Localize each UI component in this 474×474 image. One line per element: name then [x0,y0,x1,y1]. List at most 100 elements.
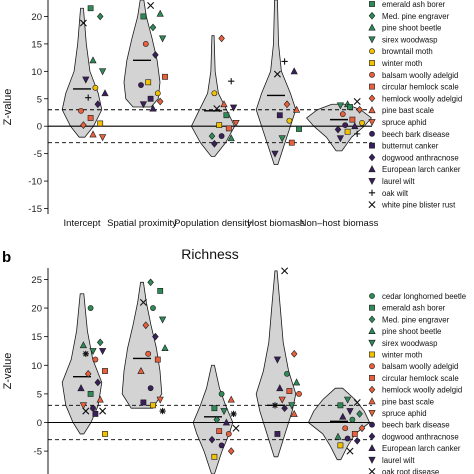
data-point-pine-bast-scale [227,395,235,403]
data-point-white-pine-blister-rust [281,267,289,275]
data-point-cedar-longhorned-beetle [349,416,356,423]
legend-marker-balsam-woolly-adelgid [369,71,375,78]
x-category-label-intercept: Intercept [64,218,101,229]
data-point-cedar-longhorned-beetle [150,305,156,311]
violin-non-host-biomass [307,387,371,461]
data-point-med-pine-engraver [96,338,104,347]
panel-b-richness: Richness -5 0 5 10 15 20 25 Z-value cedar longhor… [2,246,466,474]
data-point-oak-wilt [354,130,361,138]
legend-marker-dogwood-anthracnose [368,432,376,441]
legend-label-balsam-woolly-adelgid: balsam woolly adelgid [382,362,458,371]
violin-host-biomass [255,0,297,166]
data-point-laurel-wilt [139,101,148,109]
data-point-pine-bast-scale [89,130,97,138]
data-point-european-larch-canker [101,89,109,97]
data-point-oak-root-disease [99,407,107,415]
data-point-med-pine-engraver [96,12,104,21]
data-point-oak-root-disease [232,424,240,432]
data-point-dogwood-anthracnose [94,100,102,109]
data-point-winter-moth [97,120,104,127]
data-point-pine-bast-scale [96,395,104,403]
data-point-white-pine-blister-rust [79,19,87,27]
data-point-butternut-canker [140,399,147,406]
data-point-sirex-woodwasp [158,35,167,43]
legend-marker-laurel-wilt [368,456,376,464]
data-point-european-larch-canker [290,67,298,75]
data-point-oak-root-disease [353,398,361,406]
data-point-winter-moth [102,431,108,437]
legend-marker-beech-bark-disease [369,130,375,137]
data-point-balsam-woolly-adelgid [225,431,232,437]
data-point-sudden-oak-death [82,350,89,357]
y-tick-label: 15 [31,332,42,343]
data-point-balsam-woolly-adelgid [92,356,99,363]
data-point-european-larch-canker [351,122,359,130]
data-point-winter-moth [337,442,344,449]
data-point-balsam-woolly-adelgid [342,425,349,432]
violin-host-biomass [255,270,297,458]
data-point-hemlock-woolly-adelgid [218,34,225,43]
x-category-label-non-host-biomass: Non–host biomass [300,218,379,229]
data-point-pine-shoot-beetle [89,56,97,64]
legend-label-circular-hemlock-scale: circular hemlock scale [382,83,459,92]
data-point-dogwood-anthracnose [281,404,288,413]
data-point-pine-bast-scale [290,409,298,417]
legend-label-emerald-ash-borer: emerald ash borer [382,0,446,9]
data-point-spruce-aphid [79,402,88,410]
data-point-dogwood-anthracnose [208,435,216,444]
data-point-butternut-canker [147,95,154,102]
data-point-hemlock-woolly-adelgid [356,105,363,114]
legend-marker-winter-moth [369,60,375,66]
data-point-white-pine-blister-rust [353,98,361,106]
data-point-hemlock-woolly-adelgid [227,447,235,455]
data-point-dogwood-anthracnose [94,378,102,387]
legend-label-spruce-aphid: spruce aphid [382,118,427,127]
data-point-pine-shoot-beetle [156,9,164,17]
data-point-butternut-canker [276,112,283,119]
data-point-pine-shoot-beetle [79,341,88,349]
data-point-pine-bast-scale [137,366,145,374]
data-point-circular-hemlock-scale [286,388,293,394]
legend-marker-pine-bast-scale [368,397,376,405]
data-point-circular-hemlock-scale [288,139,295,146]
data-point-hemlock-woolly-adelgid [290,349,298,358]
data-point-med-pine-engraver [208,132,216,140]
legend-marker-butternut-canker [369,142,375,149]
legend-marker-pine-shoot-beetle [368,327,376,335]
data-point-emerald-ash-borer [87,5,94,12]
legend-label-butternut-canker: butternut canker [382,142,439,151]
data-point-sudden-oak-death [230,410,237,418]
data-point-emerald-ash-borer [347,104,353,110]
data-point-balsam-woolly-adelgid [339,111,346,118]
x-category-label-spatial-proximity: Spatial proximity [107,218,177,229]
data-point-browntail-moth [154,90,161,97]
legend-label-laurel-wilt: laurel wilt [382,177,415,186]
data-point-spruce-aphid [156,396,164,404]
data-point-winter-moth [150,402,156,409]
data-point-winter-moth [216,122,223,129]
legend-marker-laurel-wilt [368,178,376,186]
legend-label-oak-wilt: oak wilt [382,189,409,198]
data-point-laurel-wilt [229,104,238,112]
data-point-spruce-aphid [98,134,107,142]
legend-label-med-pine-engraver: Med. pine engraver [382,12,450,21]
data-point-med-pine-engraver [356,410,363,418]
data-point-beech-bark-disease [138,82,144,88]
legend-marker-beech-bark-disease [369,421,375,428]
data-point-circular-hemlock-scale [87,115,94,121]
y-tick-label: 5 [37,389,42,400]
legend-label-beech-bark-disease: beech bark disease [382,421,450,430]
y-tick-label: 0 [37,418,42,429]
data-point-oak-wilt [281,58,288,65]
y-tick-label: 10 [31,361,42,372]
legend-marker-browntail-moth [369,48,375,55]
legend-marker-med-pine-engraver [368,11,376,20]
data-point-cedar-longhorned-beetle [87,305,94,311]
y-axis-label: Z-value [2,353,14,390]
data-point-hemlock-woolly-adelgid [156,97,164,106]
data-point-dogwood-anthracnose [152,332,159,341]
legend-label-pine-bast-scale: pine bast scale [382,397,434,406]
legend-marker-sirex-woodwasp [368,36,376,44]
legend-label-beech-bark-disease: beech bark disease [382,130,450,139]
